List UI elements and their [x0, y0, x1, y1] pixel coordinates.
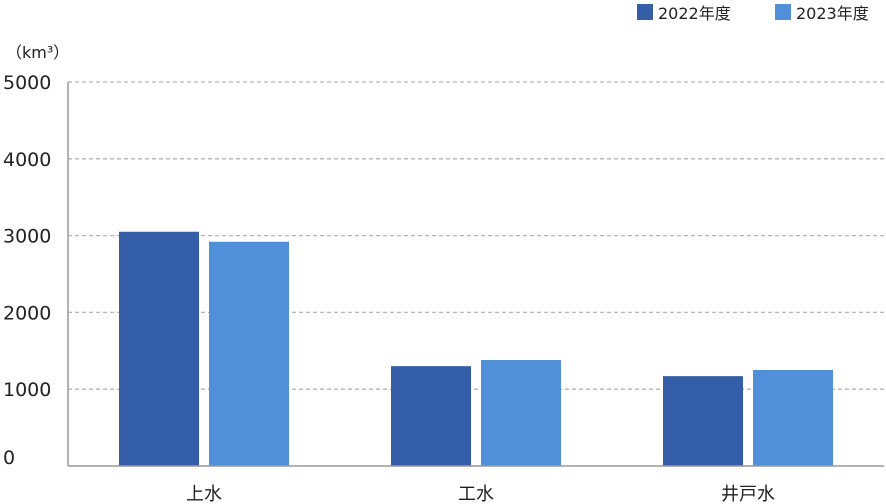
y-axis-ticks: 0 1000 2000 3000 4000 5000 [3, 72, 51, 469]
bar-1-1 [481, 360, 561, 466]
legend-label: 2023年度 [796, 4, 869, 23]
bar-0-1 [391, 366, 471, 466]
bar-0-2 [663, 376, 743, 466]
y-axis-unit: （km³） [6, 43, 69, 62]
x-category-label: 工水 [458, 484, 494, 504]
y-tick-label: 4000 [3, 149, 51, 171]
x-category-label: 上水 [186, 484, 222, 504]
gridlines [68, 81, 884, 390]
legend: 2022年度 2023年度 [637, 4, 869, 23]
y-tick-label: 3000 [3, 226, 51, 248]
bar-0-0 [119, 231, 199, 466]
y-tick-label: 1000 [3, 379, 51, 401]
x-category-label: 井戸水 [721, 484, 775, 504]
bars [119, 231, 833, 466]
legend-swatch [775, 4, 791, 20]
legend-swatch [637, 4, 653, 20]
bar-1-2 [753, 370, 833, 466]
y-tick-label: 2000 [3, 302, 51, 324]
bar-1-0 [209, 241, 289, 466]
x-axis-labels: 上水 工水 井戸水 [186, 484, 775, 504]
legend-label: 2022年度 [658, 4, 731, 23]
y-tick-label: 5000 [3, 72, 51, 94]
y-tick-label: 0 [3, 447, 15, 469]
